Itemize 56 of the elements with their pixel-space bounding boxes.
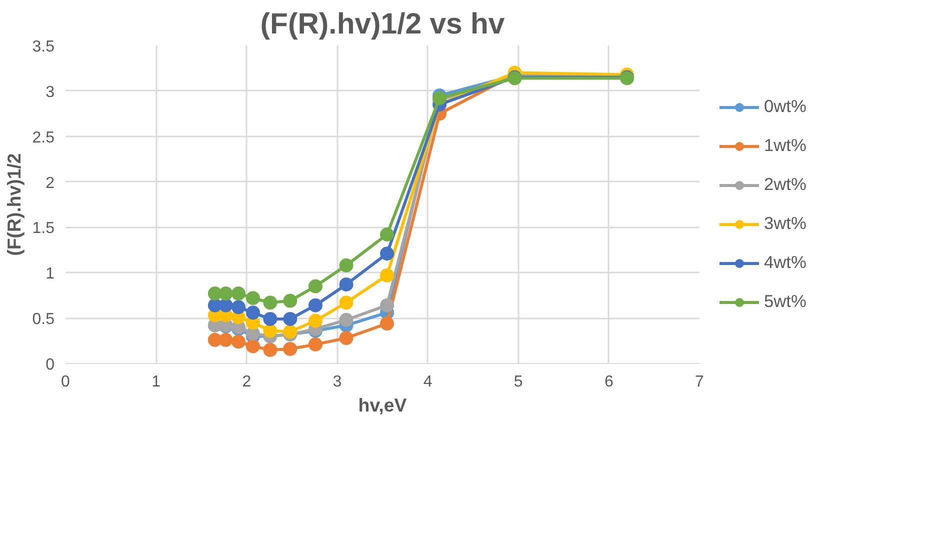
point xyxy=(380,246,394,261)
point xyxy=(380,298,394,312)
point xyxy=(339,277,354,292)
x-axis-title: hv,eV xyxy=(358,394,408,416)
point xyxy=(246,291,260,306)
point xyxy=(263,312,278,326)
point xyxy=(263,324,278,338)
point xyxy=(218,286,233,301)
y-tick-label: 3 xyxy=(46,84,55,101)
point xyxy=(283,294,298,308)
chart-title: (F(R).hv)1/2 vs hv xyxy=(260,8,506,40)
x-tick-label: 0 xyxy=(61,374,70,390)
y-tick-label: 1 xyxy=(46,266,55,283)
point xyxy=(339,331,354,346)
y-tick-label: 1.5 xyxy=(32,220,55,238)
legend-label: 1wt% xyxy=(764,135,806,156)
point xyxy=(231,300,246,314)
legend-label: 4wt% xyxy=(764,252,806,273)
point xyxy=(380,227,394,242)
point xyxy=(308,298,322,312)
y-tick-label: 3.5 xyxy=(32,38,55,56)
y-tick-label: 0 xyxy=(46,356,55,374)
x-tick-label: 4 xyxy=(423,374,432,390)
point xyxy=(246,306,260,320)
point xyxy=(231,286,246,301)
point xyxy=(380,268,394,282)
x-tick-label: 2 xyxy=(242,374,252,390)
point xyxy=(263,296,278,310)
point xyxy=(308,279,322,294)
point xyxy=(308,337,322,352)
point xyxy=(339,312,354,327)
x-tick-label: 5 xyxy=(514,374,523,390)
point xyxy=(380,316,394,331)
legend-label: 0wt% xyxy=(764,96,806,117)
point xyxy=(246,339,260,354)
point xyxy=(283,312,298,326)
x-tick-label: 1 xyxy=(152,374,161,390)
y-tick-label: 0.5 xyxy=(32,311,55,328)
point xyxy=(308,314,322,328)
point xyxy=(218,332,233,347)
point xyxy=(218,298,233,312)
point xyxy=(263,342,278,357)
y-axis-title: (F(R).hv)1/2 xyxy=(3,153,24,256)
legend-label: 5wt% xyxy=(764,291,806,312)
x-tick-label: 6 xyxy=(604,374,614,390)
y-tick-label: 2.5 xyxy=(32,129,55,146)
legend-label: 2wt% xyxy=(764,174,806,195)
y-tick-label: 2 xyxy=(46,174,55,192)
point xyxy=(283,342,298,356)
point xyxy=(231,334,246,349)
point xyxy=(283,324,298,339)
legend-label: 3wt% xyxy=(764,213,806,234)
point xyxy=(339,258,354,272)
x-tick-label: 3 xyxy=(332,374,342,390)
x-tick-label: 7 xyxy=(695,374,704,390)
point xyxy=(339,296,354,310)
